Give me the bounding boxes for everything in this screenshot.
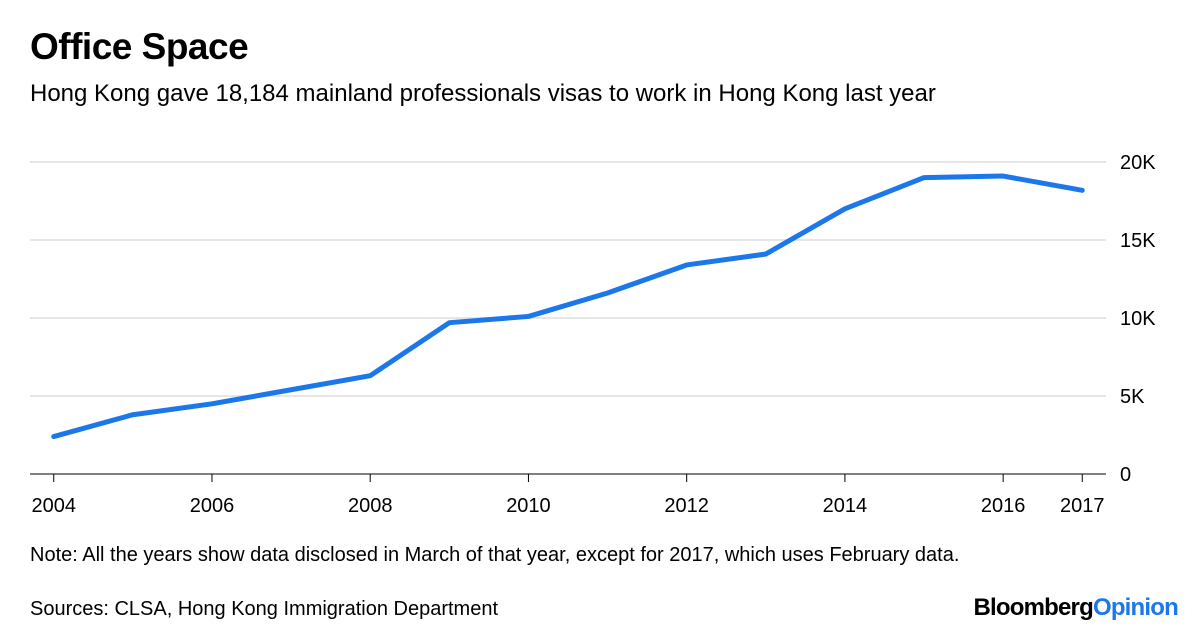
chart-subtitle: Hong Kong gave 18,184 mainland professio… — [30, 80, 936, 107]
gridlines — [30, 161, 1106, 397]
x-tick-label: 2010 — [506, 495, 551, 517]
x-tick-label: 2017 — [1060, 495, 1105, 517]
y-axis-labels: 0 5K 10K 15K 20K — [1120, 152, 1156, 486]
series-line — [51, 173, 1085, 440]
y-tick-label: 10K — [1120, 308, 1156, 330]
brand-main-text: Bloomberg — [973, 594, 1093, 621]
x-tick-label: 2012 — [664, 495, 709, 517]
y-tick-label: 15K — [1120, 230, 1156, 252]
series-layer — [51, 173, 1085, 440]
chart-title: Office Space — [30, 26, 249, 67]
y-tick-label: 5K — [1120, 386, 1145, 408]
chart-source: Sources: CLSA, Hong Kong Immigration Dep… — [30, 598, 498, 620]
x-tick-label: 2014 — [823, 495, 868, 517]
x-tick-label: 2016 — [981, 495, 1026, 517]
brand-accent-text: Opinion — [1092, 594, 1179, 621]
brand-logo: BloombergOpinion — [973, 594, 1179, 621]
y-tick-label: 20K — [1120, 152, 1156, 174]
x-tick-label: 2006 — [190, 495, 235, 517]
x-axis — [30, 473, 1106, 482]
y-tick-label: 0 — [1120, 464, 1131, 486]
x-tick-label: 2008 — [348, 495, 393, 517]
x-tick-label: 2004 — [31, 495, 76, 517]
x-axis-labels: 2004 2006 2008 2010 2012 2014 2016 2017 — [31, 495, 1104, 517]
chart-note: Note: All the years show data disclosed … — [30, 544, 960, 566]
